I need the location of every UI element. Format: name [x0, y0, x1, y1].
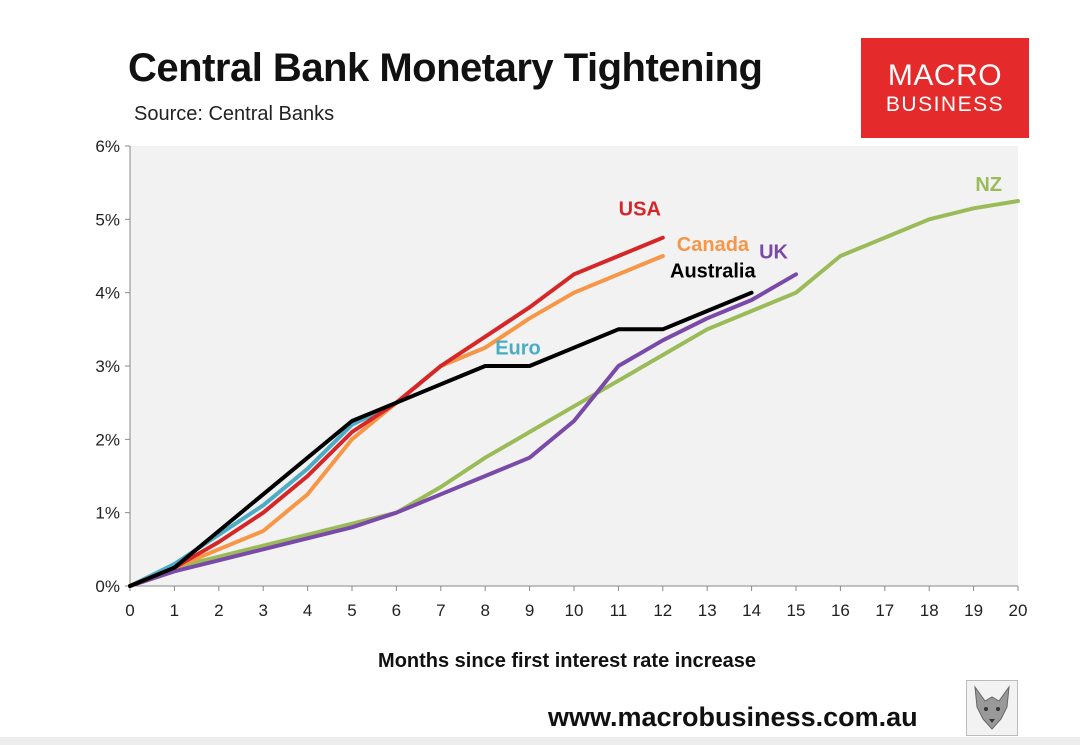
x-tick-label: 5 — [347, 601, 356, 620]
x-tick-label: 15 — [787, 601, 806, 620]
x-tick-label: 17 — [875, 601, 894, 620]
series-label-uk: UK — [759, 241, 788, 263]
x-tick-label: 11 — [610, 601, 628, 620]
x-tick-label: 20 — [1009, 601, 1028, 620]
series-label-euro: Euro — [495, 338, 541, 360]
website-url[interactable]: www.macrobusiness.com.au — [548, 702, 918, 732]
x-tick-label: 3 — [258, 601, 267, 620]
series-label-usa: USA — [619, 199, 661, 221]
series-label-nz: NZ — [975, 174, 1002, 196]
y-tick-label: 4% — [95, 284, 120, 303]
y-tick-label: 6% — [95, 137, 120, 156]
x-tick-label: 8 — [480, 601, 489, 620]
series-line-uk — [128, 272, 798, 588]
y-tick-label: 1% — [95, 504, 120, 523]
x-tick-label: 1 — [170, 601, 179, 620]
bottom-band — [0, 737, 1080, 745]
x-tick-label: 13 — [698, 601, 717, 620]
logo-line-1: MACRO — [887, 59, 1003, 92]
chart-title: Central Bank Monetary Tightening — [128, 46, 763, 90]
line-chart: 0%1%2%3%4%5%6%0 1 2 3 4 5 6 7 8 9 10 11 12 13 14 15 16 17… — [95, 137, 1028, 672]
chart-source: Source: Central Banks — [134, 103, 335, 125]
series-label-canada: Canada — [677, 234, 750, 256]
y-tick-label: 2% — [95, 430, 120, 449]
y-tick-label: 5% — [95, 210, 120, 229]
x-tick-label: 12 — [653, 601, 672, 620]
x-axis-label: Months since first interest rate increas… — [378, 650, 756, 672]
x-tick-label: 19 — [964, 601, 983, 620]
x-tick-label: 7 — [436, 601, 445, 620]
x-tick-label: 4 — [303, 601, 312, 620]
wolf-icon — [966, 680, 1018, 736]
x-tick-label: 9 — [525, 601, 534, 620]
series-line-nz — [128, 199, 1020, 588]
x-tick-label: 14 — [742, 601, 761, 620]
x-tick-label: 18 — [920, 601, 939, 620]
macro-business-logo: MACRO BUSINESS — [861, 38, 1029, 138]
x-tick-label: 16 — [831, 601, 850, 620]
plot-area — [130, 146, 1018, 586]
x-tick-label: 6 — [392, 601, 401, 620]
series-line-australia — [128, 290, 754, 588]
x-tick-label: 2 — [214, 601, 223, 620]
logo-line-2: BUSINESS — [885, 93, 1005, 116]
y-tick-label: 3% — [95, 357, 120, 376]
y-tick-label: 0% — [95, 577, 120, 596]
series-label-australia: Australia — [670, 261, 756, 283]
x-tick-label: 10 — [565, 601, 584, 620]
x-tick-label: 0 — [125, 601, 134, 620]
